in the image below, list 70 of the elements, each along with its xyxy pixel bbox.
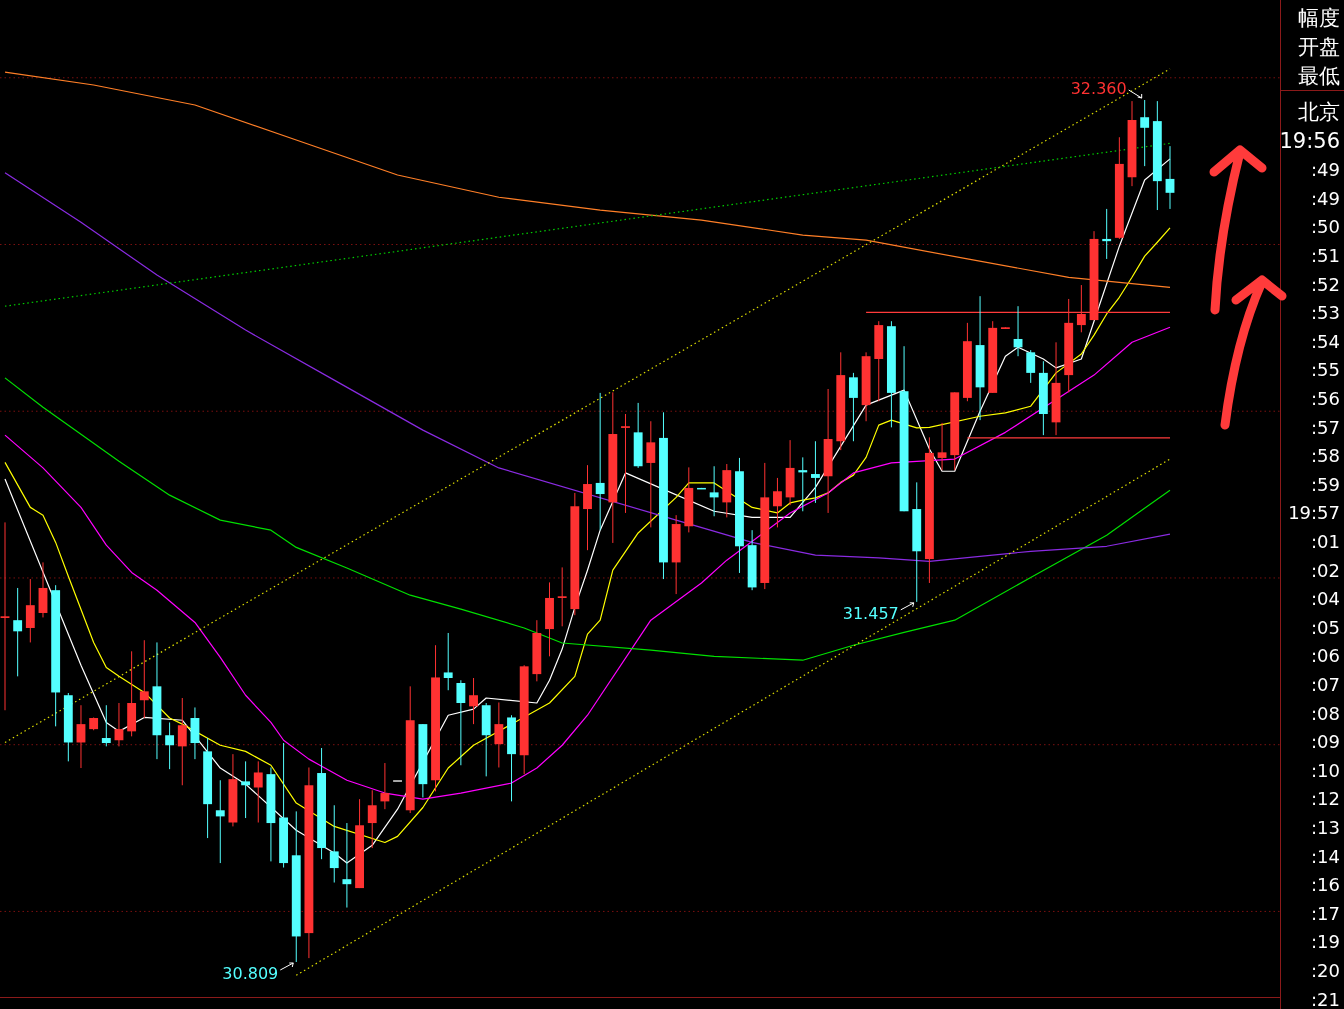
text: 最低	[1298, 64, 1340, 88]
annotation: 31.457	[842, 603, 899, 623]
text: 幅度	[1298, 6, 1340, 30]
candlestick	[13, 587, 23, 677]
candlestick	[709, 465, 719, 517]
candlestick	[0, 521, 10, 711]
candlestick	[101, 704, 111, 747]
candlestick	[595, 392, 605, 531]
candlestick	[1026, 349, 1036, 384]
text: :57	[1311, 416, 1340, 438]
candlestick	[25, 578, 35, 643]
text: :14	[1311, 845, 1340, 867]
text: :16	[1311, 874, 1340, 896]
candlestick	[177, 697, 187, 786]
text: :50	[1311, 216, 1340, 238]
text: :52	[1311, 273, 1340, 295]
candlestick	[557, 566, 567, 627]
text: :04	[1311, 588, 1340, 610]
text: :21	[1311, 988, 1340, 1009]
candlestick	[621, 413, 630, 514]
text: :13	[1311, 817, 1340, 838]
text: 开盘	[1298, 35, 1340, 59]
text: :08	[1311, 702, 1340, 724]
text: :51	[1311, 245, 1340, 266]
text: :05	[1311, 616, 1340, 638]
text: 32.360	[1070, 79, 1127, 98]
candlestick	[367, 789, 377, 849]
candlestick	[1165, 145, 1175, 210]
candlestick	[937, 422, 947, 471]
candlestick	[1140, 99, 1150, 167]
text: :07	[1311, 674, 1340, 695]
candlestick	[165, 721, 175, 770]
candlestick	[380, 762, 390, 810]
text: :06	[1311, 645, 1340, 667]
text: 19:57	[1288, 502, 1340, 524]
text: :02	[1311, 559, 1340, 581]
candlestick	[1102, 208, 1112, 260]
text: 北京	[1298, 100, 1340, 124]
text: :59	[1311, 473, 1340, 495]
candlestick	[848, 372, 858, 442]
text: :01	[1311, 531, 1340, 552]
candlestick	[798, 456, 808, 512]
candlestick	[215, 779, 225, 864]
candlestick	[329, 804, 339, 884]
candlestick	[443, 632, 453, 691]
text: :49	[1311, 159, 1340, 181]
candlestick	[253, 760, 263, 823]
text: 19:56	[1279, 128, 1340, 153]
text: 30.809	[222, 964, 279, 983]
text: :58	[1311, 445, 1340, 467]
candlestick	[773, 477, 782, 528]
candlestick	[241, 760, 251, 819]
candlestick	[494, 701, 504, 768]
text: :17	[1311, 902, 1340, 924]
candlestick	[139, 639, 149, 719]
text: :49	[1311, 187, 1340, 209]
text: :12	[1311, 788, 1340, 810]
candlestick	[646, 420, 656, 528]
text: :55	[1311, 359, 1340, 381]
text: :54	[1311, 330, 1340, 352]
text: :09	[1311, 731, 1340, 753]
candlestick	[469, 677, 478, 725]
text: :10	[1311, 759, 1340, 781]
text: :20	[1311, 960, 1340, 981]
candlestick	[456, 679, 466, 766]
text: :56	[1311, 388, 1340, 409]
text: :53	[1311, 302, 1340, 324]
text: :19	[1311, 931, 1340, 953]
candlestick	[811, 440, 820, 504]
candlestick	[342, 822, 352, 909]
